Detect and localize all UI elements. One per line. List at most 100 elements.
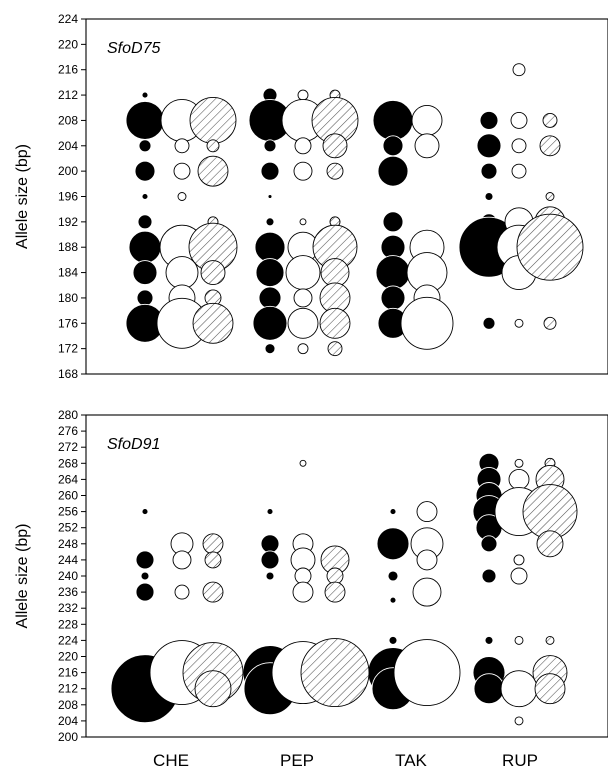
y-tick-label: 220 — [58, 650, 78, 664]
y-tick-label: 220 — [58, 37, 78, 51]
y-tick-label: 256 — [58, 505, 78, 519]
bubble-hatched-rup-212 — [534, 673, 566, 705]
bubble-hatched-rup-248 — [536, 530, 564, 558]
y-tick-label: 224 — [58, 633, 78, 647]
bubble-hatched-che-212 — [194, 670, 232, 708]
bubble-white-che-196 — [177, 192, 187, 201]
bubble-hatched-pep-216 — [300, 638, 370, 708]
bubble-white-tak-244 — [416, 549, 438, 571]
x-label-che: CHE — [153, 751, 189, 770]
bubble-black-pep-192 — [265, 217, 275, 227]
bubble-black-rup-200 — [480, 162, 498, 180]
bubble-white-pep-200 — [293, 161, 313, 181]
bubble-white-pep-192 — [299, 218, 307, 226]
bubble-black-pep-176 — [252, 305, 288, 341]
bubble-markers — [125, 63, 584, 357]
bubble-hatched-che-184 — [200, 260, 226, 286]
bubble-black-tak-204 — [382, 135, 404, 157]
bubble-hatched-rup-204 — [539, 135, 561, 157]
bubble-black-che-208 — [125, 100, 165, 140]
bubble-white-rup-212 — [500, 670, 538, 708]
bubble-markers — [110, 452, 578, 726]
bubble-black-che-200 — [134, 160, 156, 182]
bubble-black-rup-224 — [484, 635, 494, 645]
bubble-black-pep-184 — [255, 258, 285, 288]
bubble-hatched-che-236 — [202, 581, 224, 603]
bubble-white-pep-236 — [292, 581, 314, 603]
y-tick-label: 248 — [58, 537, 78, 551]
y-tick-label: 232 — [58, 601, 78, 615]
bubble-white-che-200 — [173, 162, 191, 180]
x-label-tak: TAK — [395, 751, 427, 770]
bubble-black-pep-240 — [265, 571, 275, 581]
bubble-white-rup-204 — [514, 716, 524, 726]
bubble-white-tak-236 — [412, 577, 442, 607]
bubble-hatched-pep-200 — [326, 162, 344, 180]
y-tick-label: 200 — [58, 730, 78, 744]
bubble-hatched-che-208 — [189, 96, 237, 144]
bubble-hatched-che-248 — [202, 533, 224, 555]
bubble-white-rup-176 — [514, 318, 524, 328]
bubble-white-tak-204 — [414, 133, 440, 159]
y-tick-label: 204 — [58, 139, 78, 153]
bubble-black-che-180 — [136, 289, 154, 307]
bubble-white-tak-216 — [393, 639, 461, 707]
y-tick-label: 168 — [58, 367, 78, 381]
bubble-black-che-236 — [135, 582, 155, 602]
bubble-hatched-rup-188 — [516, 213, 584, 281]
bubble-black-tak-240 — [387, 570, 399, 582]
bubble-white-tak-256 — [416, 501, 438, 523]
bubble-black-tak-200 — [377, 155, 409, 187]
bubble-black-pep-200 — [260, 161, 280, 181]
y-tick-label: 240 — [58, 569, 78, 583]
y-tick-label: 212 — [58, 682, 78, 696]
bubble-hatched-pep-176 — [319, 307, 351, 339]
y-tick-label: 236 — [58, 585, 78, 599]
bubble-black-che-184 — [132, 260, 158, 286]
bubble-black-pep-180 — [258, 286, 282, 310]
bubble-black-tak-208 — [372, 99, 414, 141]
bubble-white-rup-244 — [513, 554, 525, 566]
bubble-black-pep-204 — [263, 139, 277, 153]
bubble-hatched-che-200 — [197, 155, 229, 187]
bubble-black-che-188 — [128, 230, 162, 264]
bubble-black-pep-256 — [266, 508, 274, 516]
bubble-white-pep-172 — [297, 343, 309, 355]
y-tick-label: 212 — [58, 88, 78, 102]
bubble-black-che-212 — [141, 91, 149, 99]
y-tick-label: 188 — [58, 240, 78, 254]
y-tick-label: 252 — [58, 521, 78, 535]
bubble-hatched-pep-172 — [327, 341, 343, 357]
bubble-white-che-204 — [174, 138, 190, 154]
y-tick-label: 180 — [58, 291, 78, 305]
y-axis-label-bottom: Allele size (bp) — [14, 524, 31, 629]
panel-title-sfod91: SfoD91 — [107, 436, 160, 453]
y-tick-label: 192 — [58, 215, 78, 229]
y-tick-label: 172 — [58, 342, 78, 356]
bubble-white-pep-204 — [294, 137, 312, 155]
bubble-black-tak-180 — [380, 285, 406, 311]
bubble-hatched-pep-240 — [326, 567, 344, 585]
bubble-white-tak-208 — [411, 104, 443, 136]
y-tick-label: 224 — [58, 12, 78, 26]
bubble-white-rup-224 — [514, 635, 524, 645]
bubble-hatched-rup-224 — [545, 635, 555, 645]
bubble-black-rup-240 — [481, 568, 497, 584]
bubble-hatched-rup-208 — [542, 112, 558, 128]
y-tick-label: 204 — [58, 714, 78, 728]
bubble-hatched-pep-236 — [324, 581, 346, 603]
y-tick-label: 276 — [58, 424, 78, 438]
bubble-white-pep-240 — [294, 567, 312, 585]
y-tick-label: 260 — [58, 489, 78, 503]
bubble-white-tak-176 — [400, 296, 454, 350]
bubble-hatched-pep-204 — [322, 133, 348, 159]
y-tick-label: 280 — [58, 408, 78, 422]
bubble-black-rup-248 — [480, 535, 498, 553]
bubble-white-che-236 — [174, 584, 190, 600]
panel-title-sfod75: SfoD75 — [107, 40, 160, 57]
y-tick-label: 176 — [58, 316, 78, 330]
bubble-black-pep-172 — [264, 343, 276, 355]
y-tick-label: 268 — [58, 456, 78, 470]
bubble-black-tak-248 — [376, 527, 410, 561]
y-tick-label: 208 — [58, 698, 78, 712]
